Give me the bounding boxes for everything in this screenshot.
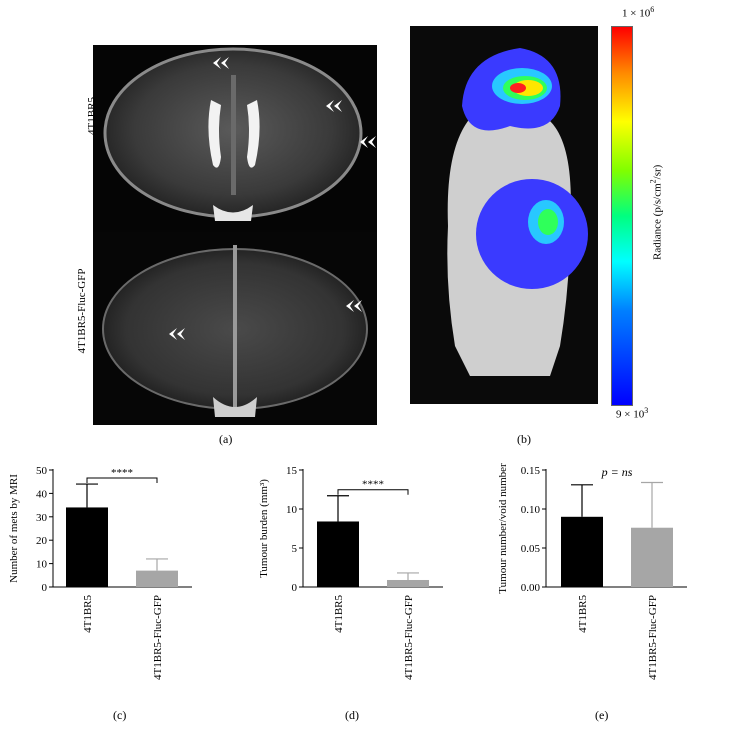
y-axis-label: Tumour burden (mm³) [258,479,270,578]
category-label: 4T1BR5 [333,595,345,633]
bar [631,527,673,587]
category-label: 4T1BR5-Fluc-GFP [403,595,415,680]
y-axis-label: Number of mets by MRI [8,474,20,583]
arrowhead-icon [346,300,362,312]
bar [387,579,429,587]
y-tick-label: 10 [286,504,298,516]
mri-images [93,45,377,425]
y-axis-label: Tumour number/void number [497,463,509,594]
arrowhead-icon [360,136,376,148]
chart-d: 0 5 10 15 Tumour burden (mm³) 4T1BR5 4T1BR5-Fl… [243,455,486,741]
category-label: 4T1BR5 [577,595,589,633]
y-tick-label: 50 [36,465,48,477]
basal-structure [213,205,253,221]
category-label: 4T1BR5-Fluc-GFP [152,595,164,680]
mri-top-label: 4T1BR5 [86,97,98,135]
ventricle-right [247,100,260,168]
midline-bottom [233,245,237,410]
y-tick-label: 0 [292,582,298,594]
y-tick-label: 15 [286,465,298,477]
bar [317,521,359,587]
colorbar-max: 1 × 106 [622,5,655,20]
y-tick-label: 0.15 [521,465,541,477]
ventricle-left [208,100,221,168]
bar-chart-c: 0 10 20 30 40 50 Number of mets by MRI 4T1BR5 4T… [8,465,192,680]
bli-panel [410,26,598,404]
bar-chart-e: 0.00 0.05 0.10 0.15 Tumour number/void numbe… [497,463,687,680]
bar [136,570,178,587]
significance-bracket [337,489,409,495]
basal-structure-bottom [213,397,257,417]
colorbar-min: 9 × 103 [616,406,649,421]
chart-e: 0.00 0.05 0.10 0.15 Tumour number/void numbe… [486,455,729,741]
mri-bottom-label: 4T1BR5-Fluc-GFP [76,268,88,354]
y-tick-label: 0.05 [521,543,541,555]
y-tick-label: 0 [42,582,48,594]
midline [231,75,236,195]
mri-panel [93,45,377,425]
y-tick-label: 20 [36,535,48,547]
panel-label-a: (a) [219,432,233,446]
y-tick-label: 0.10 [521,504,541,516]
bar [66,507,108,587]
panel-label-b: (b) [517,432,531,446]
panel-label-e: (e) [595,708,609,722]
bar [561,516,603,587]
significance-bracket [86,477,158,484]
y-tick-label: 10 [36,559,48,571]
bar-chart-d: 0 5 10 15 Tumour burden (mm³) 4T1BR5 4T1BR5-Fl… [258,465,443,680]
bli-image [410,26,598,404]
panel-label-c: (c) [113,708,127,722]
significance-label: **** [362,479,384,491]
panel-label-d: (d) [345,708,359,722]
arrowhead-icon [169,328,185,340]
colorbar-label: Radiance (p/s/cm2/sr) [648,164,664,260]
y-tick-label: 0.00 [521,582,541,594]
y-tick-label: 40 [36,488,48,500]
radiance-colorbar [611,26,633,406]
y-tick-label: 30 [36,512,48,524]
significance-label: **** [111,467,133,479]
y-tick-label: 5 [292,543,298,555]
category-label: 4T1BR5 [82,595,94,633]
arrowhead-icon [326,100,342,112]
significance-label: p = ns [601,465,633,479]
arrowhead-icon [213,57,229,69]
category-label: 4T1BR5-Fluc-GFP [647,595,659,680]
chart-c: 0 10 20 30 40 50 Number of mets by MRI 4T1BR5 4T… [0,455,243,741]
